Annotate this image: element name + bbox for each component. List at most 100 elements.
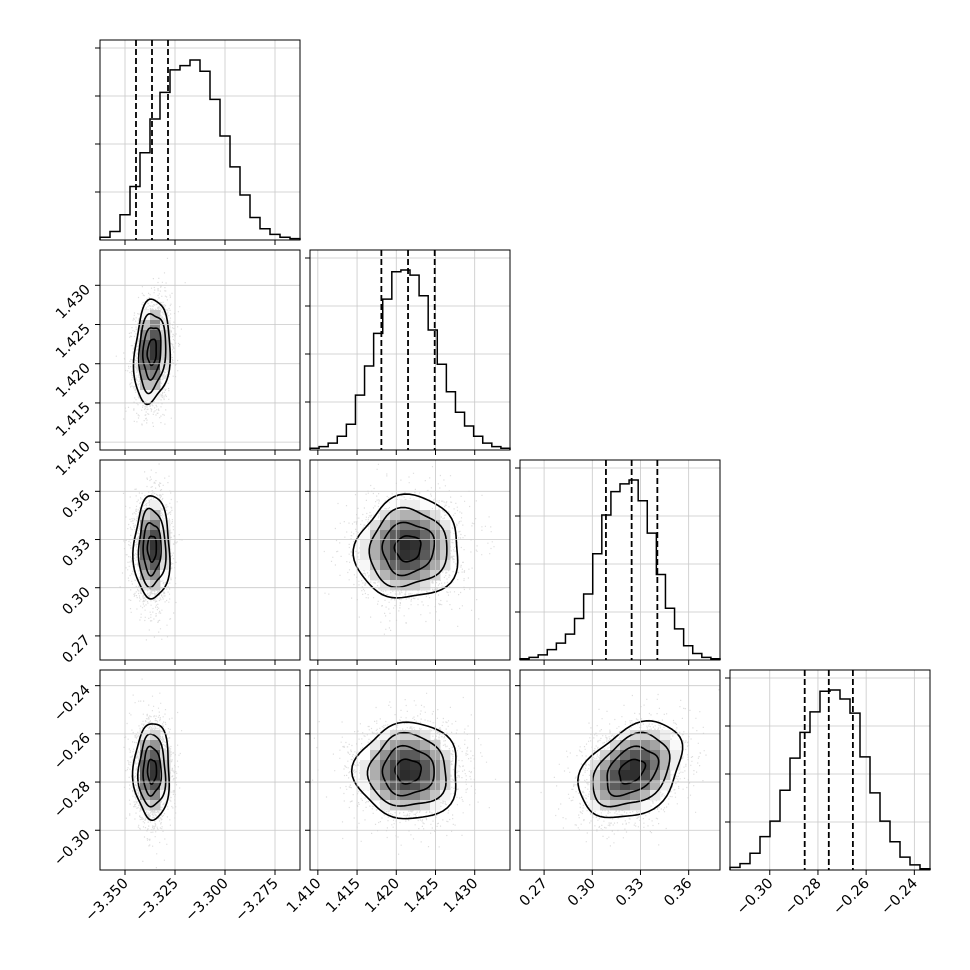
density-cell (630, 790, 641, 801)
density-cell (620, 750, 631, 761)
grid (100, 460, 300, 660)
grid (100, 250, 300, 450)
contour-line-1 (142, 521, 162, 577)
density-cell (150, 530, 161, 541)
density-cell (610, 780, 621, 791)
contour-line-1 (381, 521, 436, 577)
density-cell (140, 520, 151, 531)
density-cell (630, 740, 641, 751)
density-cell (380, 800, 391, 811)
density-cell (160, 790, 171, 801)
density-cell (630, 750, 641, 761)
scatter-panel-3-1 (312, 692, 497, 855)
x-tick-label: 0.36 (661, 876, 695, 910)
density-cell (630, 780, 641, 791)
density-cell (610, 770, 621, 781)
hist-grid-3 (769, 670, 915, 870)
contour-line-2 (368, 506, 448, 589)
density-cell (620, 800, 631, 811)
density-cell (400, 530, 411, 541)
density-cell (410, 800, 421, 811)
density-cell (380, 560, 391, 571)
density-cell (140, 340, 151, 351)
density-cell (380, 760, 391, 771)
density-cell (640, 800, 651, 811)
density-cell (140, 790, 151, 801)
density-cell (400, 520, 411, 531)
panel-frame (309, 669, 511, 871)
density-cell (140, 800, 151, 811)
density-cell (150, 390, 161, 401)
density-cell (410, 580, 421, 591)
x-axis-1 (317, 660, 476, 665)
density-cell (370, 760, 381, 771)
y-tick-label: −0.28 (51, 779, 94, 822)
scatter-panel-2-1 (323, 463, 495, 637)
density-cell (150, 740, 161, 751)
density-cell (160, 530, 171, 541)
density-cell (390, 770, 401, 781)
density-cell (140, 390, 151, 401)
density-cell (380, 520, 391, 531)
density-cell (440, 540, 451, 551)
density-cell (600, 770, 611, 781)
density-cell (630, 770, 641, 781)
density-cell (150, 340, 161, 351)
grid (520, 670, 720, 870)
y-tick-label: 0.30 (60, 584, 94, 618)
density-cell (150, 350, 161, 361)
scatter-panel-3-0 (123, 678, 183, 869)
density-cell (380, 740, 391, 751)
density-cell (360, 750, 371, 761)
grid (310, 460, 510, 660)
density-cell (420, 500, 431, 511)
density-cell (150, 750, 161, 761)
y-axis-2: 0.27 0.30 0.33 0.36 (60, 488, 100, 667)
x-tick-label: 1.430 (441, 876, 482, 917)
density-cell (370, 560, 381, 571)
scatter-panel-1-0 (115, 257, 186, 427)
density-cell (400, 730, 411, 741)
y-tick-label: 1.420 (53, 360, 94, 401)
density-cell (140, 350, 151, 361)
contour-line-3 (352, 493, 459, 599)
density-cell (370, 550, 381, 561)
density-cell (410, 560, 421, 571)
density-cell (400, 780, 411, 791)
x-tick-label: 0.30 (565, 876, 599, 910)
y-tick-label: −0.26 (51, 730, 94, 773)
density-cell (390, 550, 401, 561)
scatter-content (323, 463, 495, 637)
density-cell (140, 530, 151, 541)
density-cell (590, 770, 601, 781)
x-tick-label: −0.28 (782, 876, 825, 919)
scatter-content (123, 678, 183, 869)
density-cell (620, 780, 631, 791)
density-cell (400, 760, 411, 771)
density-cell (360, 770, 371, 781)
density-cell (410, 740, 421, 751)
density-cell (420, 760, 431, 771)
contour-line-0 (146, 535, 158, 563)
density-cell (140, 760, 151, 771)
density-cell (150, 310, 161, 321)
density-cell (670, 740, 681, 751)
density-cell (360, 780, 371, 791)
density-cell (360, 530, 371, 541)
x-tick-label: −0.30 (734, 876, 777, 919)
density-cell (380, 730, 391, 741)
hist-count-axis-1 (305, 257, 510, 403)
density-cell (420, 730, 431, 741)
x-tick-label: −0.26 (830, 876, 873, 919)
hist-grid-2 (543, 460, 690, 660)
density-cell (150, 570, 161, 581)
hist-panel-1 (309, 249, 511, 451)
scatter-content (115, 257, 186, 427)
density-cell (380, 530, 391, 541)
density-cell (390, 500, 401, 511)
density-cell (390, 760, 401, 771)
x-tick-label: 1.410 (284, 876, 325, 917)
density-cell (600, 760, 611, 771)
x-tick-label: −3.325 (133, 876, 182, 925)
density-cell (380, 580, 391, 591)
